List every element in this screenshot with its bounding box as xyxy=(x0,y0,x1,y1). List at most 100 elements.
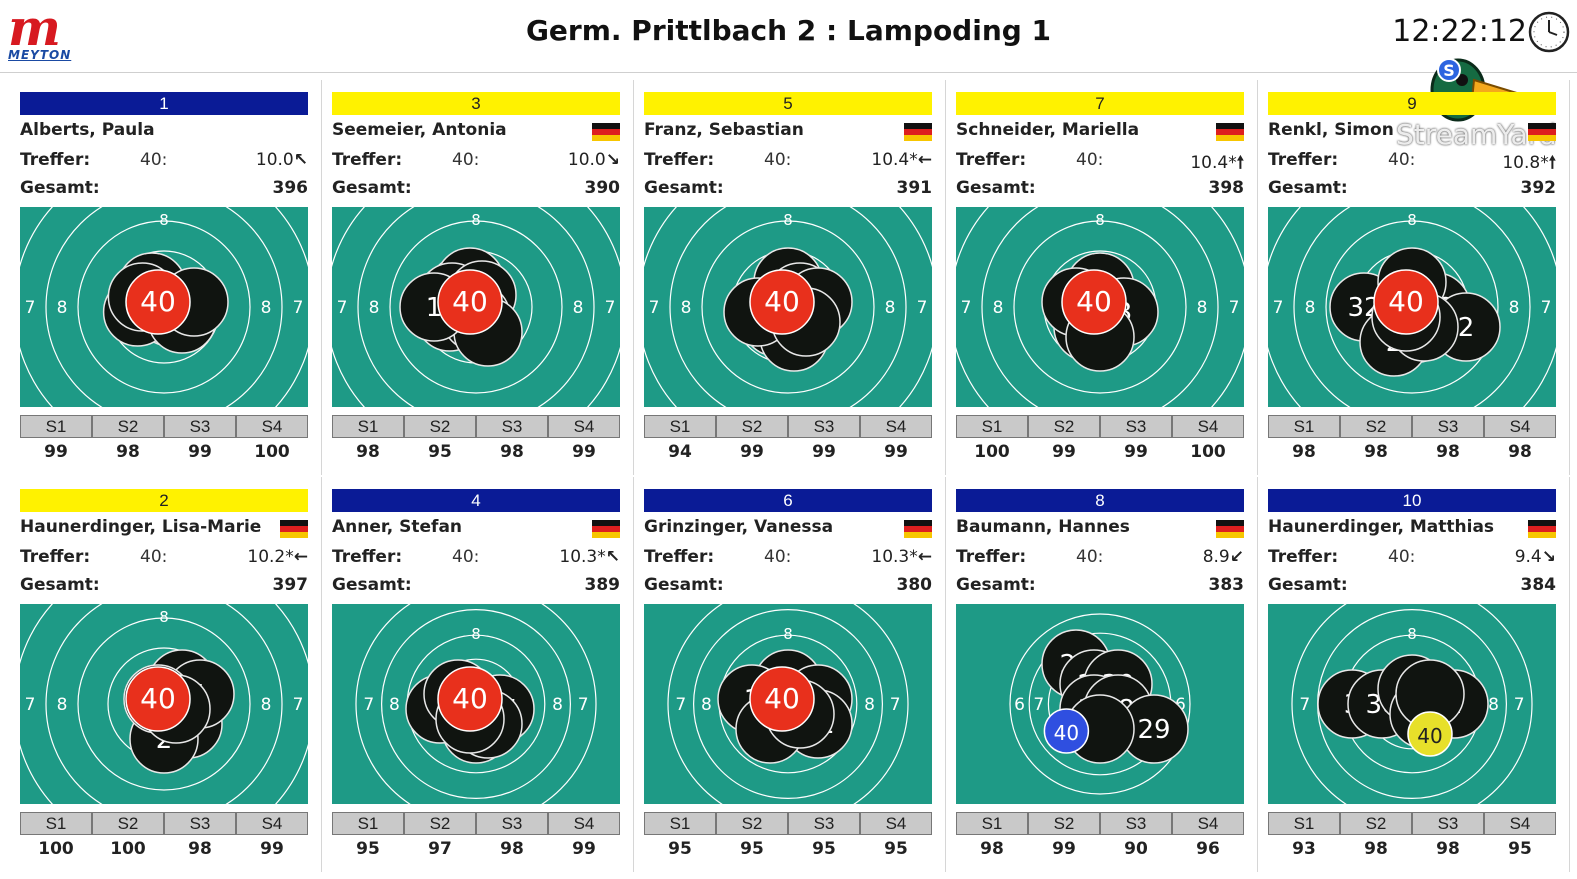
svg-text:29: 29 xyxy=(1137,715,1170,745)
germany-flag-icon xyxy=(904,123,932,141)
series-label: S1 xyxy=(644,812,716,835)
last-shot-label: 40 xyxy=(1076,285,1112,318)
total-score: 380 xyxy=(896,575,933,595)
ring-label: 8 xyxy=(389,695,400,715)
shooter-card: 6 Grinzinger, Vanessa Treffer: 40: 10.3*… xyxy=(632,477,946,872)
ring-label: 8 xyxy=(159,211,169,229)
shot-count: 40: xyxy=(764,547,792,567)
last-shot-value: 10.0 xyxy=(567,150,606,170)
shot-direction-icon: ↙ xyxy=(1229,547,1244,567)
series-score: 99 xyxy=(740,442,764,462)
series-header: S1 S2 S3 S4 xyxy=(20,415,308,438)
hits-label: Treffer: xyxy=(1268,547,1339,567)
shooter-name: Anner, Stefan xyxy=(332,517,463,537)
series-score: 99 xyxy=(44,442,68,462)
ring-label: 7 xyxy=(337,298,348,318)
series-score: 99 xyxy=(812,442,836,462)
shooter-name: Baumann, Hannes xyxy=(956,517,1130,537)
target-ring xyxy=(45,207,283,407)
ring-label: 8 xyxy=(57,695,68,715)
series-score: 98 xyxy=(500,839,524,859)
top-header: m MEYTON Germ. Prittlbach 2 : Lampoding … xyxy=(0,0,1577,73)
target-ring xyxy=(1293,207,1531,407)
target-ring xyxy=(77,617,251,791)
series-label: S4 xyxy=(548,812,620,835)
shot-count: 40: xyxy=(452,547,480,567)
total-score: 391 xyxy=(896,178,933,198)
ring-label: 8 xyxy=(1407,625,1417,643)
last-shot-label: 40 xyxy=(452,682,488,715)
meyton-logo: m MEYTON xyxy=(8,0,72,62)
lane-number: 5 xyxy=(644,92,932,115)
total-label: Gesamt: xyxy=(644,178,724,198)
ring-label: 8 xyxy=(681,298,692,318)
series-label: S3 xyxy=(164,812,236,835)
last-shot-label: 40 xyxy=(1417,724,1442,748)
shot-target: 7788828631140 xyxy=(644,604,932,804)
series-header: S1 S2 S3 S4 xyxy=(956,415,1244,438)
ring-label: 8 xyxy=(783,211,793,229)
last-shot-marker: 40 xyxy=(1373,269,1439,335)
ring-label: 8 xyxy=(1509,298,1520,318)
total-score: 389 xyxy=(584,575,621,595)
shot-direction-icon: ↘ xyxy=(1541,547,1556,567)
shot-target: 77888340 xyxy=(956,207,1244,407)
ring-label: 7 xyxy=(890,695,901,715)
series-label: S4 xyxy=(1484,415,1556,438)
series-score: 99 xyxy=(260,839,284,859)
shot-count: 40: xyxy=(1076,150,1104,170)
series-score: 98 xyxy=(1436,442,1460,462)
ring-label: 8 xyxy=(369,298,380,318)
hits-label: Treffer: xyxy=(332,150,403,170)
hits-label: Treffer: xyxy=(332,547,403,567)
series-scores: 100 100 98 99 xyxy=(20,839,308,861)
last-shot-value: 9.4 xyxy=(1514,547,1542,567)
series-label: S2 xyxy=(404,812,476,835)
series-label: S4 xyxy=(860,812,932,835)
ring-label: 8 xyxy=(783,625,793,643)
shot-direction-icon: ↖ xyxy=(293,150,308,170)
series-score: 99 xyxy=(572,442,596,462)
shot-count: 40: xyxy=(1388,150,1416,170)
lane-number: 4 xyxy=(332,489,620,512)
last-shot-marker: 40 xyxy=(125,269,191,335)
shooter-name: Alberts, Paula xyxy=(20,120,155,140)
total-label: Gesamt: xyxy=(644,575,724,595)
target-ring xyxy=(667,604,909,804)
shooter-card: 7 Schneider, Mariella Treffer: 40: 10.4*… xyxy=(944,80,1258,475)
series-label: S3 xyxy=(1100,415,1172,438)
series-header: S1 S2 S3 S4 xyxy=(956,812,1244,835)
shot-count: 40: xyxy=(140,150,168,170)
hits-label: Treffer: xyxy=(644,547,715,567)
ring-label: 8 xyxy=(573,298,584,318)
shot-direction-icon: ↘ xyxy=(605,150,620,170)
series-scores: 98 98 98 98 xyxy=(1268,442,1556,464)
target-ring xyxy=(355,604,597,804)
last-shot-value: 10.0 xyxy=(255,150,294,170)
series-score: 90 xyxy=(1124,839,1148,859)
series-label: S3 xyxy=(788,415,860,438)
series-scores: 95 97 98 99 xyxy=(332,839,620,861)
hits-label: Treffer: xyxy=(956,150,1027,170)
ring-label: 7 xyxy=(1541,298,1552,318)
ring-label: 8 xyxy=(1197,298,1208,318)
ring-label: 8 xyxy=(261,298,272,318)
ring-label: 8 xyxy=(57,298,68,318)
ring-label: 8 xyxy=(159,608,169,626)
series-score: 98 xyxy=(980,839,1004,859)
clock-icon xyxy=(1528,11,1570,53)
lane-number: 3 xyxy=(332,92,620,115)
series-header: S1 S2 S3 S4 xyxy=(1268,812,1556,835)
ring-label: 8 xyxy=(471,211,481,229)
germany-flag-icon xyxy=(592,123,620,141)
ring-label: 8 xyxy=(864,695,875,715)
target-ring xyxy=(389,220,563,394)
series-score: 96 xyxy=(1196,839,1220,859)
series-score: 99 xyxy=(884,442,908,462)
germany-flag-icon xyxy=(592,520,620,538)
last-shot-value: 10.4* xyxy=(871,150,918,170)
series-score: 95 xyxy=(356,839,380,859)
shooter-card: 8 Baumann, Hannes Treffer: 40: 8.9↙ Gesa… xyxy=(944,477,1258,872)
ring-label: 7 xyxy=(363,695,374,715)
ring-label: 7 xyxy=(649,298,660,318)
